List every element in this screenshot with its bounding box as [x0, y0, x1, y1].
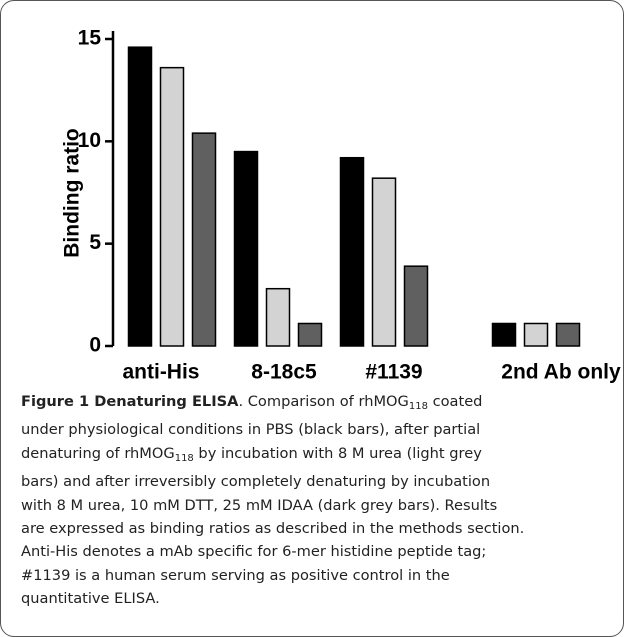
bar: [191, 132, 217, 347]
caption-line: bars) and after irreversibly completely …: [21, 470, 611, 493]
caption-line: are expressed as binding ratios as descr…: [21, 517, 611, 540]
bar: [265, 287, 291, 347]
bar: [297, 322, 323, 347]
caption-text: #1139 is a human serum serving as positi…: [21, 566, 450, 584]
bar: [159, 66, 185, 347]
bar: [127, 46, 153, 347]
x-tick-label: #1139: [365, 361, 422, 384]
caption-line: quantitative ELISA.: [21, 587, 611, 610]
bar: [371, 177, 397, 347]
caption-line: Anti-His denotes a mAb specific for 6-me…: [21, 540, 611, 563]
chart: Binding ratio 0 5 10 15 anti-His 8-18c5 #1139 2…: [61, 27, 621, 384]
caption-text: by incubation with 8 M urea (light grey: [193, 444, 482, 462]
x-tick-label: anti-His: [122, 361, 199, 384]
caption-line: #1139 is a human serum serving as positi…: [21, 564, 611, 587]
bar: [555, 322, 581, 347]
caption-text: are expressed as binding ratios as descr…: [21, 520, 525, 538]
caption-text: bars) and after irreversibly completely …: [21, 473, 491, 491]
bar: [403, 265, 429, 347]
subscript: 118: [408, 401, 428, 412]
caption-line: with 8 M urea, 10 mM DTT, 25 mM IDAA (da…: [21, 494, 611, 517]
subscript: 118: [174, 452, 194, 464]
caption-text: with 8 M urea, 10 mM DTT, 25 mM IDAA (da…: [21, 496, 498, 514]
x-tick-label: 2nd Ab only: [501, 361, 621, 384]
bar: [339, 156, 365, 347]
y-tick-label: 10: [78, 129, 101, 152]
bar: [523, 322, 549, 347]
y-axis-label: Binding ratio: [61, 128, 84, 258]
bar: [233, 150, 259, 347]
caption-line: denaturing of rhMOG118 by incubation wit…: [21, 442, 611, 470]
caption-text: Anti-His denotes a mAb specific for 6-me…: [21, 543, 487, 561]
caption-text: denaturing of rhMOG: [21, 444, 175, 462]
x-tick-label: 8-18c5: [251, 361, 317, 384]
caption-text: coated: [427, 393, 483, 410]
caption-text: under physiological conditions in PBS (b…: [21, 421, 481, 439]
caption: Figure 1 Denaturing ELISA. Comparison of…: [21, 390, 611, 611]
caption-text: quantitative ELISA.: [21, 590, 160, 608]
caption-line: under physiological conditions in PBS (b…: [21, 418, 611, 441]
caption-line: Figure 1 Denaturing ELISA. Comparison of…: [21, 390, 611, 418]
caption-title: Figure 1 Denaturing ELISA: [21, 393, 239, 410]
y-tick-label: 5: [89, 231, 101, 254]
caption-text: . Comparison of rhMOG: [238, 393, 409, 410]
bar: [491, 322, 517, 347]
y-tick-label: 15: [78, 27, 102, 50]
y-tick-label: 0: [89, 334, 101, 357]
